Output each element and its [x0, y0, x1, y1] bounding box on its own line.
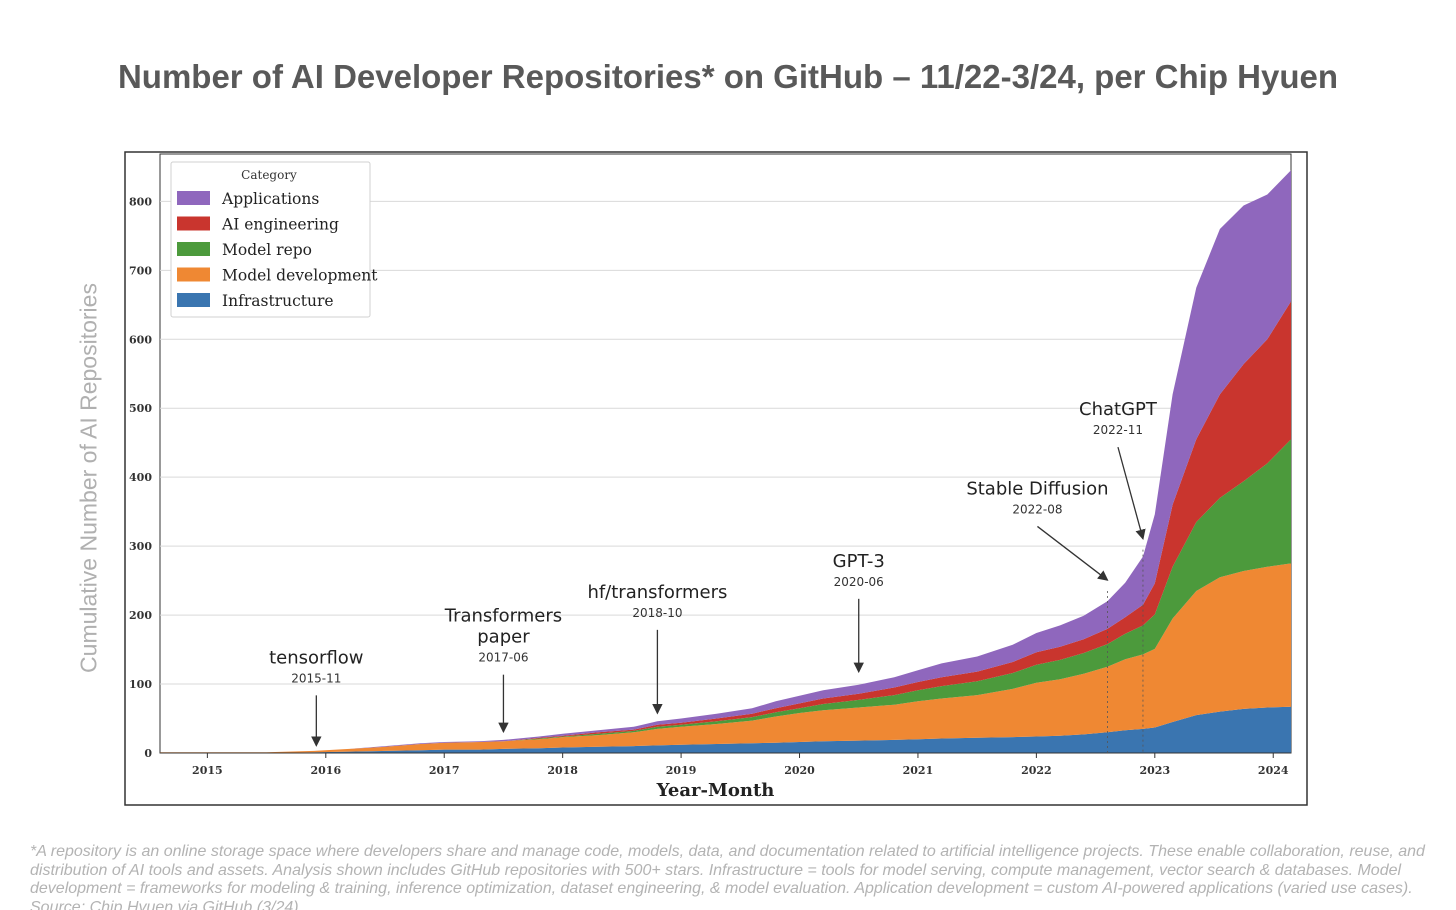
legend-swatch-infrastructure	[177, 293, 210, 307]
annotation-date-gpt-3: 2020-06	[834, 575, 884, 589]
x-tick-label: 2021	[903, 764, 934, 777]
legend-swatch-applications	[177, 191, 210, 205]
y-tick-label: 100	[129, 678, 152, 691]
annotation-label-transformers-paper: Transformers	[444, 606, 562, 627]
stacked-area-chart: 0 100 200 300 400 500 600 700 800 2015 2016 2017 201…	[124, 151, 1308, 806]
y-tick-label: 500	[129, 402, 152, 415]
legend-label-ai-engineering: AI engineering	[221, 216, 339, 234]
chart-title: Number of AI Developer Repositories* on …	[117, 58, 1339, 95]
x-tick-label: 2023	[1139, 764, 1170, 777]
annotation-date-hf-transformers: 2018-10	[632, 606, 682, 620]
annotation-arrow-chatgpt	[1117, 446, 1146, 540]
y-tick-label: 600	[129, 333, 152, 346]
x-tick-label: 2017	[429, 764, 460, 777]
y-tick-label: 800	[129, 195, 152, 208]
legend: Category Applications AI engineering Model …	[170, 161, 378, 318]
annotation-date-stable-diffusion: 2022-08	[1012, 502, 1062, 516]
legend-label-applications: Applications	[221, 190, 319, 208]
annotation-date-transformers-paper: 2017-06	[478, 651, 528, 665]
axes: 0 100 200 300 400 500 600 700 800 2015 2016 2017 201…	[129, 195, 1291, 801]
y-tick-label: 700	[129, 264, 152, 277]
y-tick-label: 300	[129, 540, 152, 553]
area-model-repo	[160, 439, 1291, 753]
y-tick-label: 0	[144, 747, 152, 760]
x-tick-label: 2019	[666, 764, 697, 777]
annotation-label-tensorflow: tensorflow	[269, 647, 363, 668]
area-series	[160, 170, 1291, 753]
x-tick-label: 2015	[192, 764, 223, 777]
legend-swatch-model-repo	[177, 242, 210, 256]
x-tick-label: 2018	[547, 764, 578, 777]
x-axis-title: Year-Month	[656, 780, 775, 801]
x-tick-label: 2024	[1258, 764, 1289, 777]
legend-swatch-model-development	[177, 267, 210, 282]
x-tick-label: 2016	[310, 764, 341, 777]
annotation-date-tensorflow: 2015-11	[291, 671, 341, 685]
legend-label-infrastructure: Infrastructure	[222, 292, 334, 310]
y-tick-label: 200	[129, 609, 152, 622]
area-model-development	[160, 563, 1291, 753]
y-tick-label: 400	[129, 471, 152, 484]
annotation-label-gpt-3: GPT-3	[833, 551, 885, 572]
legend-title: Category	[241, 168, 297, 182]
area-infrastructure	[160, 706, 1291, 753]
x-tick-label: 2020	[784, 764, 815, 777]
footnote: *A repository is an online storage space…	[30, 843, 1425, 910]
legend-label-model-development: Model development	[222, 267, 378, 285]
annotation-date-chatgpt: 2022-11	[1093, 423, 1143, 437]
legend-box	[170, 161, 371, 318]
annotation-label-transformers-paper: paper	[477, 627, 530, 648]
annotation-label-chatgpt: ChatGPT	[1079, 399, 1158, 420]
annotation-arrow-stable-diffusion	[1037, 525, 1109, 581]
legend-label-model-repo: Model repo	[222, 241, 312, 259]
annotation-label-hf-transformers: hf/transformers	[587, 582, 727, 603]
legend-swatch-ai-engineering	[177, 216, 210, 231]
x-tick-label: 2022	[1021, 764, 1052, 777]
annotation-label-stable-diffusion: Stable Diffusion	[966, 478, 1108, 499]
